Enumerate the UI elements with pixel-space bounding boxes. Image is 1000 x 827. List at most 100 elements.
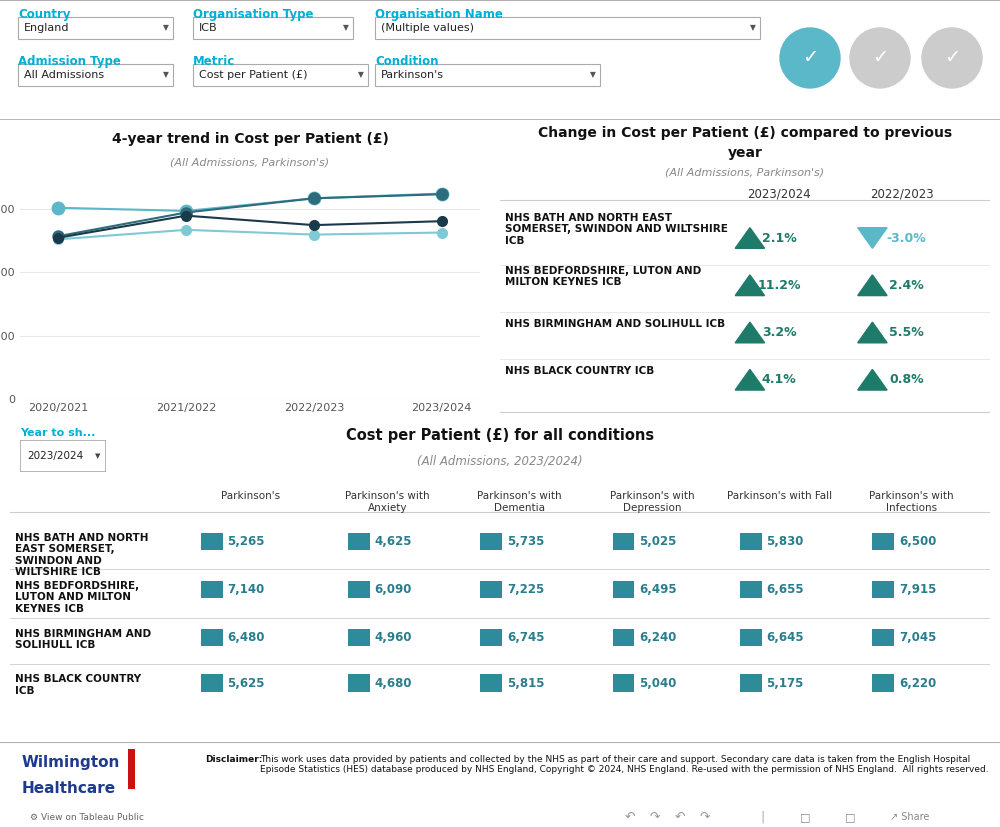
Text: 6,480: 6,480: [228, 631, 265, 644]
FancyBboxPatch shape: [201, 581, 223, 598]
Text: Parkinson's with
Infections: Parkinson's with Infections: [869, 491, 954, 513]
Text: 5,040: 5,040: [639, 676, 677, 690]
Text: ✓: ✓: [944, 49, 960, 68]
Circle shape: [780, 28, 840, 88]
Text: NHS BATH AND NORTH EAST
SOMERSET, SWINDON AND WILTSHIRE
ICB: NHS BATH AND NORTH EAST SOMERSET, SWINDO…: [505, 213, 728, 246]
Text: 5.5%: 5.5%: [889, 326, 924, 339]
Text: ↶: ↶: [625, 810, 635, 824]
Polygon shape: [735, 227, 765, 248]
Text: 6,500: 6,500: [899, 535, 936, 548]
Text: 2.4%: 2.4%: [889, 279, 924, 292]
Text: 5,265: 5,265: [228, 535, 265, 548]
FancyBboxPatch shape: [348, 533, 370, 550]
Text: 6,220: 6,220: [899, 676, 936, 690]
Text: ▼: ▼: [358, 70, 364, 79]
Text: Parkinson's: Parkinson's: [381, 70, 444, 80]
Text: This work uses data provided by patients and collected by the NHS as part of the: This work uses data provided by patients…: [260, 755, 989, 774]
Text: Metric: Metric: [193, 55, 235, 68]
FancyBboxPatch shape: [740, 581, 762, 598]
FancyBboxPatch shape: [872, 581, 894, 598]
Polygon shape: [858, 275, 887, 295]
FancyBboxPatch shape: [348, 674, 370, 692]
Polygon shape: [735, 323, 765, 343]
FancyBboxPatch shape: [348, 581, 370, 598]
Text: Country: Country: [18, 8, 70, 21]
Text: (All Admissions, Parkinson's): (All Admissions, Parkinson's): [170, 157, 330, 167]
Text: 4-year trend in Cost per Patient (£): 4-year trend in Cost per Patient (£): [112, 132, 388, 146]
Text: Condition: Condition: [375, 55, 438, 68]
Text: 7,045: 7,045: [899, 631, 936, 644]
Text: 2.1%: 2.1%: [762, 232, 797, 245]
Text: ↗ Share: ↗ Share: [890, 812, 929, 822]
Polygon shape: [858, 370, 887, 390]
Circle shape: [850, 28, 910, 88]
Text: Organisation Type: Organisation Type: [193, 8, 314, 21]
Polygon shape: [858, 227, 887, 248]
FancyBboxPatch shape: [348, 629, 370, 647]
Text: ICB: ICB: [199, 23, 218, 33]
Text: Parkinson's with Fall: Parkinson's with Fall: [727, 491, 832, 501]
Text: 11.2%: 11.2%: [758, 279, 801, 292]
Text: Parkinson's: Parkinson's: [221, 491, 280, 501]
Text: -3.0%: -3.0%: [887, 232, 927, 245]
Text: 5,625: 5,625: [228, 676, 265, 690]
Text: NHS BIRMINGHAM AND SOLIHULL ICB: NHS BIRMINGHAM AND SOLIHULL ICB: [505, 318, 725, 328]
Text: Cost per Patient (£): Cost per Patient (£): [199, 70, 308, 80]
Text: ▼: ▼: [95, 452, 100, 459]
Text: ▼: ▼: [590, 70, 596, 79]
Text: Change in Cost per Patient (£) compared to previous: Change in Cost per Patient (£) compared …: [538, 126, 952, 140]
Circle shape: [922, 28, 982, 88]
Text: Admission Type: Admission Type: [18, 55, 121, 68]
Text: NHS BATH AND NORTH
EAST SOMERSET,
SWINDON AND
WILTSHIRE ICB: NHS BATH AND NORTH EAST SOMERSET, SWINDO…: [15, 533, 148, 577]
FancyBboxPatch shape: [613, 629, 634, 647]
Polygon shape: [858, 323, 887, 343]
Text: (All Admissions, Parkinson's): (All Admissions, Parkinson's): [665, 167, 825, 177]
FancyBboxPatch shape: [740, 629, 762, 647]
Text: Parkinson's with
Depression: Parkinson's with Depression: [610, 491, 694, 513]
Text: ▼: ▼: [343, 23, 349, 32]
Text: Year to sh...: Year to sh...: [20, 428, 95, 437]
FancyBboxPatch shape: [201, 629, 223, 647]
Text: ✓: ✓: [802, 49, 818, 68]
Text: ⚙ View on Tableau Public: ⚙ View on Tableau Public: [30, 812, 144, 821]
Text: 5,815: 5,815: [507, 676, 544, 690]
Text: Organisation Name: Organisation Name: [375, 8, 503, 21]
FancyBboxPatch shape: [375, 64, 600, 86]
FancyBboxPatch shape: [613, 533, 634, 550]
Text: Disclaimer:: Disclaimer:: [205, 755, 262, 764]
Text: 6,495: 6,495: [639, 583, 677, 596]
FancyBboxPatch shape: [613, 674, 634, 692]
Text: 7,140: 7,140: [228, 583, 265, 596]
Text: Wilmington: Wilmington: [22, 755, 120, 770]
FancyBboxPatch shape: [18, 17, 173, 39]
Text: NHS BLACK COUNTRY ICB: NHS BLACK COUNTRY ICB: [505, 366, 654, 375]
Text: 5,830: 5,830: [767, 535, 804, 548]
Text: ↶: ↶: [675, 810, 685, 824]
Text: ↷: ↷: [650, 810, 660, 824]
FancyBboxPatch shape: [872, 533, 894, 550]
Text: Parkinson's with
Anxiety: Parkinson's with Anxiety: [345, 491, 430, 513]
Text: All Admissions: All Admissions: [24, 70, 104, 80]
Text: 6,655: 6,655: [767, 583, 804, 596]
Text: 6,645: 6,645: [767, 631, 804, 644]
Text: 6,090: 6,090: [375, 583, 412, 596]
Text: NHS BIRMINGHAM AND
SOLIHULL ICB: NHS BIRMINGHAM AND SOLIHULL ICB: [15, 629, 151, 650]
Text: NHS BEDFORDSHIRE,
LUTON AND MILTON
KEYNES ICB: NHS BEDFORDSHIRE, LUTON AND MILTON KEYNE…: [15, 581, 139, 614]
Text: 6,745: 6,745: [507, 631, 544, 644]
Text: (All Admissions, 2023/2024): (All Admissions, 2023/2024): [417, 455, 583, 468]
FancyBboxPatch shape: [375, 17, 760, 39]
FancyBboxPatch shape: [740, 533, 762, 550]
Text: 7,915: 7,915: [899, 583, 936, 596]
FancyBboxPatch shape: [480, 674, 502, 692]
Text: Healthcare: Healthcare: [22, 781, 116, 796]
Text: 0.8%: 0.8%: [889, 373, 924, 386]
Text: □: □: [845, 812, 856, 822]
Text: NHS BEDFORDSHIRE, LUTON AND
MILTON KEYNES ICB: NHS BEDFORDSHIRE, LUTON AND MILTON KEYNE…: [505, 265, 701, 287]
Text: 5,025: 5,025: [639, 535, 677, 548]
Text: 5,175: 5,175: [767, 676, 804, 690]
Text: England: England: [24, 23, 70, 33]
Text: 5,735: 5,735: [507, 535, 544, 548]
Polygon shape: [735, 370, 765, 390]
FancyBboxPatch shape: [128, 748, 135, 789]
FancyBboxPatch shape: [480, 629, 502, 647]
